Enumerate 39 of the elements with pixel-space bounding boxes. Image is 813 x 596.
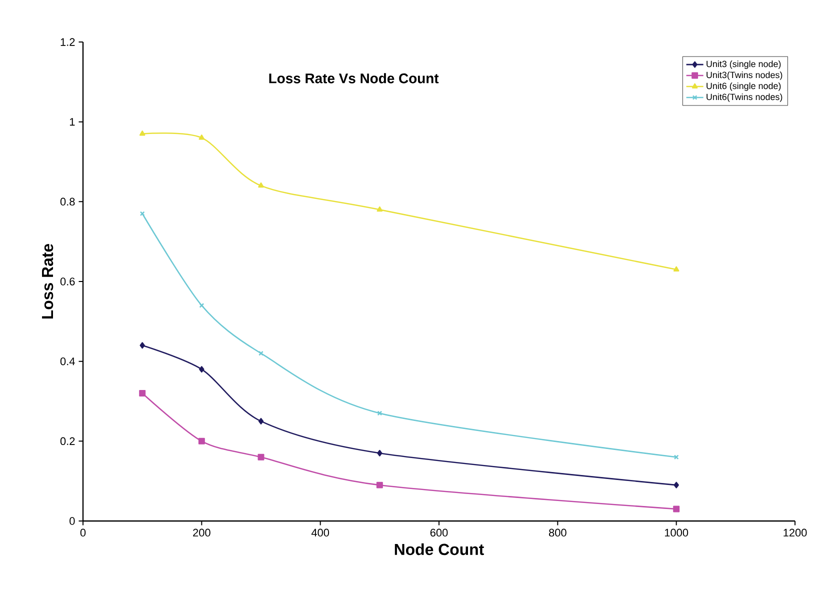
legend-label: Unit6(Twins nodes): [706, 93, 782, 102]
point: [198, 438, 205, 444]
point: [673, 266, 680, 272]
x-tick-label: 200: [193, 528, 210, 537]
y-tick-label: 0.6: [60, 278, 75, 286]
y-tick-label: 1: [70, 118, 75, 126]
point: [140, 342, 145, 349]
point: [674, 482, 679, 488]
point: [376, 206, 383, 212]
point: [139, 130, 146, 136]
x-tick-label: 0: [80, 528, 86, 537]
point: [258, 418, 264, 424]
point: [673, 506, 680, 512]
text: Loss Rate Vs Node Count: [269, 73, 439, 84]
point: [199, 366, 204, 373]
y-axis-title: Loss Rate: [42, 244, 54, 319]
legend-label: Unit3 (single node): [706, 60, 781, 69]
point: [377, 410, 382, 416]
point: [258, 454, 264, 460]
point: [139, 390, 146, 397]
point: [377, 450, 382, 456]
point: [198, 134, 205, 140]
y-tick-label: 1.2: [60, 38, 75, 46]
legend-label: Unit3(Twins nodes): [706, 72, 782, 80]
y-tick-label: 0: [70, 517, 75, 525]
x-tick-label: 800: [549, 528, 566, 537]
point: [199, 302, 204, 308]
x-axis-title: Node Count: [394, 543, 484, 556]
point: [376, 482, 383, 488]
x-tick-label: 1200: [784, 528, 807, 537]
y-tick-label: 0.4: [60, 357, 75, 366]
x-tick-label: 600: [430, 528, 448, 537]
point: [258, 350, 264, 356]
y-tick-label: 0.8: [60, 198, 75, 206]
point: [258, 182, 264, 188]
y-tick-label: 0.2: [60, 437, 75, 446]
legend-label: Unit6 (single node): [706, 82, 781, 91]
x-tick-label: 400: [311, 528, 330, 537]
x-tick-label: 1000: [664, 528, 688, 537]
